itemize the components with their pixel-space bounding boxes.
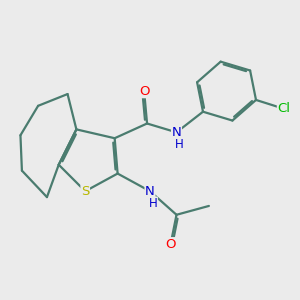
Text: N: N bbox=[172, 126, 182, 139]
Text: S: S bbox=[81, 185, 89, 198]
Text: H: H bbox=[175, 138, 184, 151]
Text: O: O bbox=[139, 85, 149, 98]
Text: H: H bbox=[148, 197, 157, 210]
Text: Cl: Cl bbox=[278, 102, 290, 115]
Text: N: N bbox=[145, 185, 155, 198]
Text: O: O bbox=[165, 238, 176, 251]
